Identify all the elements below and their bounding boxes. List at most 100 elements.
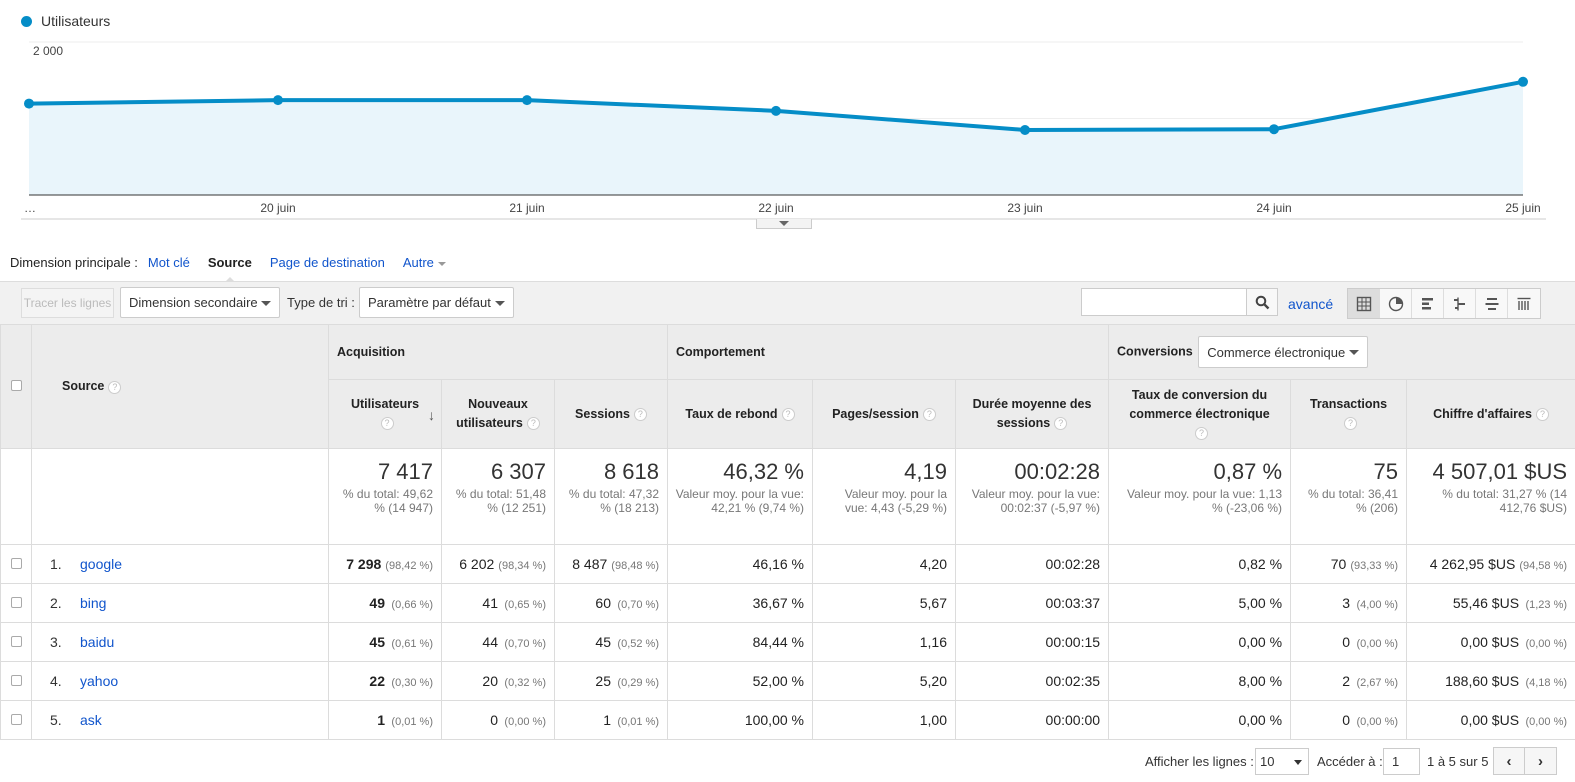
cell-pages-value: 4,20: [919, 556, 947, 572]
help-icon[interactable]: ?: [1054, 417, 1068, 431]
dimension-other-dropdown[interactable]: Autre: [403, 255, 446, 270]
cell-sessions: 8 487 (98,48 %): [554, 544, 668, 584]
view-data-table-button[interactable]: [1348, 289, 1380, 318]
view-comparison-button[interactable]: [1444, 289, 1476, 318]
view-term-cloud-button[interactable]: [1476, 289, 1508, 318]
cell-revenue-value: 55,46 $US: [1452, 595, 1520, 611]
source-cell: 4. yahoo: [31, 661, 329, 701]
total-revenue-sub: % du total: 31,27 % (14 412,76 $US): [1442, 487, 1568, 515]
cell-bounce: 46,16 %: [667, 544, 813, 584]
help-icon[interactable]: ?: [633, 407, 647, 421]
select-all-checkbox[interactable]: [10, 379, 22, 391]
row-checkbox[interactable]: [10, 558, 22, 569]
total-pages-sub: Valeur moy. pour la vue: 4,43 (-5,29 %): [844, 487, 947, 515]
row-checkbox[interactable]: [10, 636, 22, 647]
users-column-header[interactable]: Utilisateurs? ↓: [328, 379, 442, 449]
cell-transactions-value: 0: [1342, 634, 1351, 650]
goto-label: Accéder à :: [1317, 754, 1383, 769]
total-revenue: 4 507,01 $US % du total: 31,27 % (14 412,…: [1406, 448, 1575, 545]
row-checkbox[interactable]: [10, 597, 22, 608]
prev-page-button[interactable]: ‹: [1494, 748, 1525, 774]
source-link[interactable]: yahoo: [80, 673, 119, 689]
view-performance-button[interactable]: [1412, 289, 1444, 318]
table-toolbar: Tracer les lignes Dimension secondaire T…: [0, 281, 1575, 324]
cell-bounce: 52,00 %: [667, 661, 813, 701]
data-point: [1518, 76, 1528, 87]
sort-type-dropdown[interactable]: Paramètre par défaut: [359, 287, 514, 318]
cell-conv_rate: 0,82 %: [1108, 544, 1292, 584]
search-button[interactable]: [1246, 288, 1278, 316]
legend-label: Utilisateurs: [41, 13, 111, 29]
total-duration: 00:02:28 Valeur moy. pour la vue: 00:02:3…: [954, 448, 1110, 545]
total-bounce-value: 46,32 %: [723, 459, 804, 484]
help-icon[interactable]: ?: [1344, 417, 1358, 431]
advanced-filter-link[interactable]: avancé: [1288, 296, 1334, 312]
plot-rows-button[interactable]: Tracer les lignes: [21, 288, 114, 318]
explorer-table: Source? Acquisition Comportement Convers…: [0, 324, 1575, 740]
row-index: 4.: [50, 673, 62, 689]
cell-sessions-value: 45: [595, 634, 611, 650]
rows-per-page-select[interactable]: 10: [1255, 748, 1309, 775]
help-icon[interactable]: ?: [1535, 407, 1549, 421]
bounce-rate-column-header[interactable]: Taux de rebond?: [667, 379, 813, 449]
cell-duration-value: 00:02:35: [1045, 673, 1101, 689]
sessions-column-header[interactable]: Sessions?: [554, 379, 668, 449]
select-all-cell: [0, 324, 32, 449]
cell-new_users: 0 (0,00 %): [441, 700, 555, 740]
row-checkbox[interactable]: [10, 675, 22, 686]
source-column-header[interactable]: Source?: [31, 324, 329, 449]
metric-header-row: Utilisateurs? ↓ Nouveaux utilisateurs? Se…: [1, 379, 1575, 449]
chevron-down-icon: [437, 261, 446, 266]
help-icon[interactable]: ?: [1195, 426, 1209, 440]
cell-sessions-value: 25: [595, 673, 611, 689]
help-icon[interactable]: ?: [526, 417, 540, 431]
help-icon[interactable]: ?: [108, 380, 122, 394]
source-link[interactable]: baidu: [80, 634, 115, 650]
dimension-landing-page-link[interactable]: Page de destination: [269, 255, 385, 270]
source-link[interactable]: bing: [80, 595, 107, 611]
transactions-column-header[interactable]: Transactions?: [1290, 379, 1408, 449]
next-page-button[interactable]: ›: [1525, 748, 1556, 774]
cell-conv_rate-value: 0,00 %: [1238, 634, 1283, 650]
help-icon[interactable]: ?: [781, 407, 795, 421]
new-users-column-header[interactable]: Nouveaux utilisateurs?: [441, 379, 555, 449]
cell-transactions-percent: (4,00 %): [1356, 599, 1399, 611]
revenue-header-label: Chiffre d'affaires: [1433, 406, 1532, 421]
source-link[interactable]: ask: [80, 712, 102, 728]
total-new-users-value: 6 307: [490, 459, 546, 484]
help-icon[interactable]: ?: [922, 407, 936, 421]
avg-duration-column-header[interactable]: Durée moyenne des sessions?: [954, 379, 1110, 449]
total-duration-value: 00:02:28: [1014, 459, 1101, 484]
cell-revenue: 4 262,95 $US (94,58 %): [1406, 544, 1575, 584]
table-search-input[interactable]: [1081, 288, 1247, 316]
cell-transactions-percent: (93,33 %): [1350, 560, 1399, 572]
cell-conv_rate-value: 5,00 %: [1238, 595, 1283, 611]
cell-new_users: 6 202 (98,34 %): [441, 544, 555, 584]
cell-pages-value: 5,67: [919, 595, 947, 611]
conversions-goal-dropdown[interactable]: Commerce électronique: [1198, 336, 1369, 368]
source-link[interactable]: google: [80, 556, 123, 572]
dimension-keyword-link[interactable]: Mot clé: [147, 255, 190, 270]
view-pie-button[interactable]: [1380, 289, 1412, 318]
cell-transactions-percent: (2,67 %): [1356, 677, 1399, 689]
cell-transactions: 0 (0,00 %): [1290, 622, 1408, 662]
help-icon[interactable]: ?: [380, 417, 394, 431]
cell-pages: 5,20: [812, 661, 956, 701]
view-pivot-button[interactable]: [1508, 289, 1540, 318]
dimension-source-active[interactable]: Source: [207, 255, 252, 270]
cell-sessions-value: 60: [595, 595, 611, 611]
row-checkbox[interactable]: [10, 714, 22, 725]
revenue-column-header[interactable]: Chiffre d'affaires?: [1406, 379, 1575, 449]
chart-collapse-handle[interactable]: [756, 219, 812, 229]
secondary-dimension-dropdown[interactable]: Dimension secondaire: [120, 287, 280, 318]
pages-per-session-column-header[interactable]: Pages/session?: [812, 379, 956, 449]
new-users-header-label: Nouveaux utilisateurs: [456, 397, 528, 430]
cell-users-percent: (0,01 %): [391, 716, 433, 728]
dropdown-arrow-icon: [495, 301, 505, 306]
data-point: [522, 95, 532, 106]
conversion-rate-column-header[interactable]: Taux de conversion du commerce électroni…: [1108, 379, 1292, 449]
cell-revenue-value: 4 262,95 $US: [1429, 556, 1516, 572]
cell-sessions: 60 (0,70 %): [554, 583, 668, 623]
goto-page-input[interactable]: 1: [1383, 748, 1420, 775]
transactions-header-label: Transactions: [1309, 397, 1388, 411]
